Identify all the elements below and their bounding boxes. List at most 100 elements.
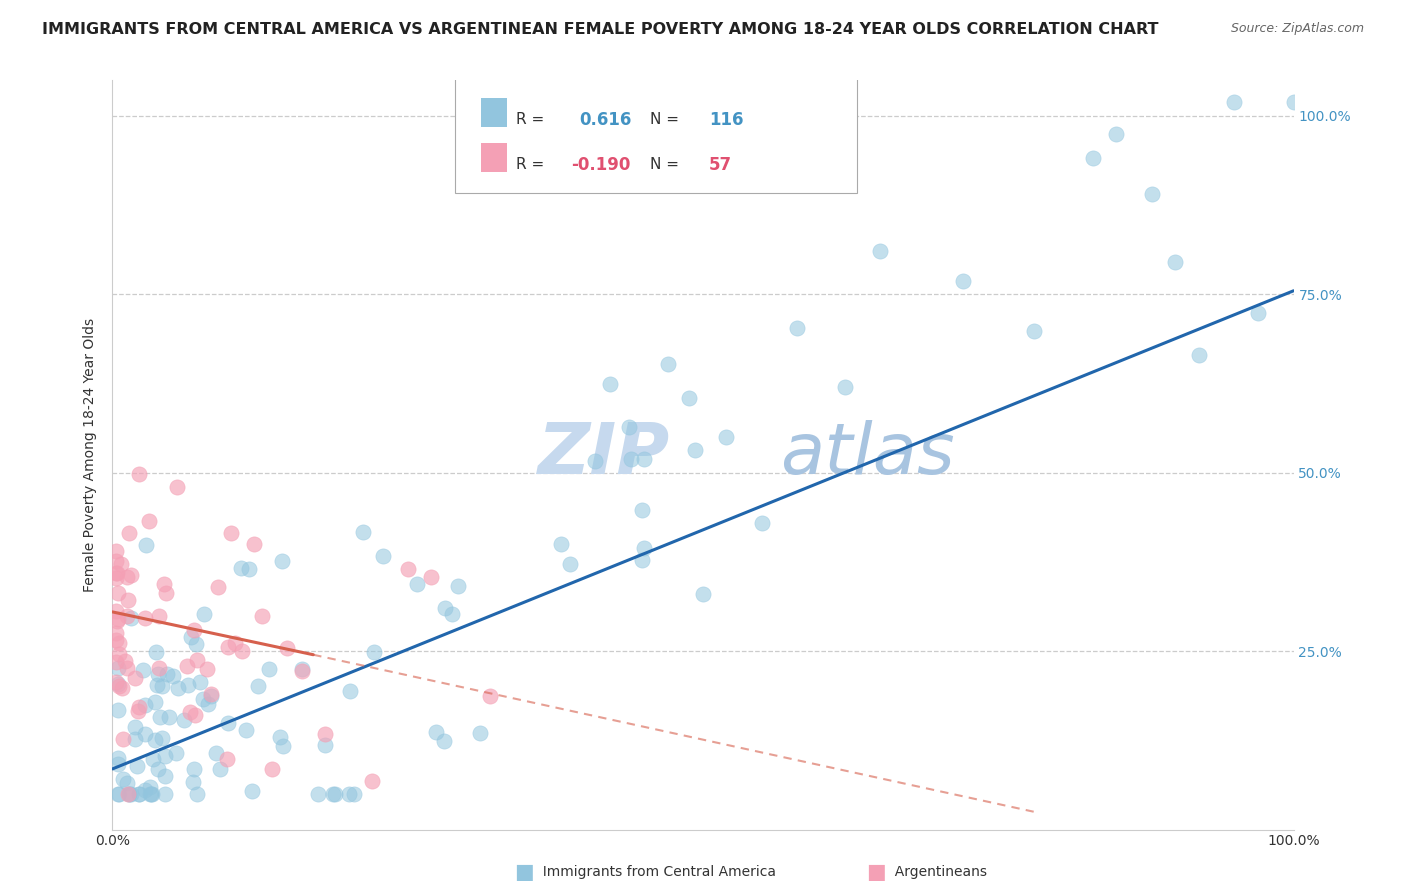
Point (343, 787, 366, 801)
Point (114, 654, 136, 668)
Point (105, 566, 128, 581)
Point (238, 562, 260, 576)
Point (361, 773, 384, 788)
Point (177, 678, 200, 692)
Text: ■: ■ (515, 863, 534, 882)
Point (217, 752, 239, 766)
Point (117, 593, 139, 607)
Point (166, 681, 188, 695)
Point (139, 780, 162, 794)
Text: ZIP: ZIP (537, 420, 669, 490)
Point (183, 762, 205, 776)
Point (432, 733, 454, 747)
Point (110, 558, 132, 572)
Text: -0.190: -0.190 (571, 156, 630, 174)
Point (107, 586, 129, 600)
Point (617, 420, 640, 434)
Point (105, 655, 128, 669)
Point (146, 667, 169, 681)
Text: N =: N = (650, 112, 683, 128)
Point (105, 544, 128, 558)
Point (1247, 306, 1270, 320)
Point (141, 787, 163, 801)
Point (107, 636, 129, 650)
Point (235, 723, 257, 738)
Point (441, 607, 464, 621)
Point (157, 710, 180, 724)
Point (146, 678, 169, 692)
Point (173, 713, 195, 727)
Text: 116: 116 (709, 111, 744, 129)
Point (105, 674, 128, 689)
Point (118, 526, 141, 541)
Point (583, 454, 606, 468)
Point (425, 725, 447, 739)
Point (107, 677, 129, 691)
Point (107, 703, 129, 717)
Point (124, 720, 146, 734)
Point (115, 608, 138, 623)
Point (247, 679, 270, 693)
Point (153, 748, 176, 763)
Point (105, 614, 128, 628)
Point (1022, 324, 1045, 338)
Point (371, 549, 394, 563)
Point (405, 577, 427, 591)
Text: 0.616: 0.616 (579, 111, 631, 129)
Point (1282, 95, 1305, 109)
Point (184, 637, 207, 651)
Text: Argentineans: Argentineans (886, 865, 987, 880)
Point (200, 687, 222, 701)
Y-axis label: Female Poverty Among 18-24 Year Olds: Female Poverty Among 18-24 Year Olds (83, 318, 97, 592)
Point (291, 662, 314, 676)
Point (111, 731, 134, 746)
Point (231, 644, 253, 658)
Text: 57: 57 (709, 156, 733, 174)
Point (148, 660, 170, 674)
Point (550, 537, 572, 551)
Point (138, 514, 160, 528)
Point (337, 787, 360, 801)
Point (128, 787, 150, 801)
Text: R =: R = (516, 158, 550, 172)
Bar (481, 143, 508, 172)
Point (191, 692, 214, 706)
Point (124, 731, 146, 746)
Point (107, 787, 129, 801)
Point (152, 577, 174, 591)
Point (692, 587, 714, 601)
Point (207, 580, 229, 594)
Point (181, 775, 204, 789)
Point (633, 451, 655, 466)
Point (186, 653, 208, 667)
Point (108, 680, 131, 694)
Point (105, 554, 128, 568)
Point (149, 710, 172, 724)
Point (150, 679, 173, 693)
Point (107, 757, 129, 772)
Point (447, 579, 470, 593)
Point (657, 357, 679, 371)
Point (243, 537, 266, 551)
Point (224, 635, 246, 649)
Point (271, 554, 294, 568)
Text: R =: R = (516, 112, 550, 128)
Point (121, 787, 143, 801)
Point (1140, 187, 1163, 202)
Point (135, 538, 157, 552)
Point (1081, 151, 1104, 165)
Point (291, 664, 314, 678)
Point (105, 566, 128, 580)
Point (271, 739, 294, 753)
Text: N =: N = (650, 158, 683, 172)
Point (150, 731, 173, 746)
Point (323, 787, 346, 801)
Point (120, 567, 142, 582)
Point (269, 731, 291, 745)
Point (115, 570, 138, 584)
Point (117, 787, 139, 801)
Point (208, 763, 231, 777)
Point (107, 751, 129, 765)
Point (468, 725, 491, 739)
Point (786, 320, 808, 334)
